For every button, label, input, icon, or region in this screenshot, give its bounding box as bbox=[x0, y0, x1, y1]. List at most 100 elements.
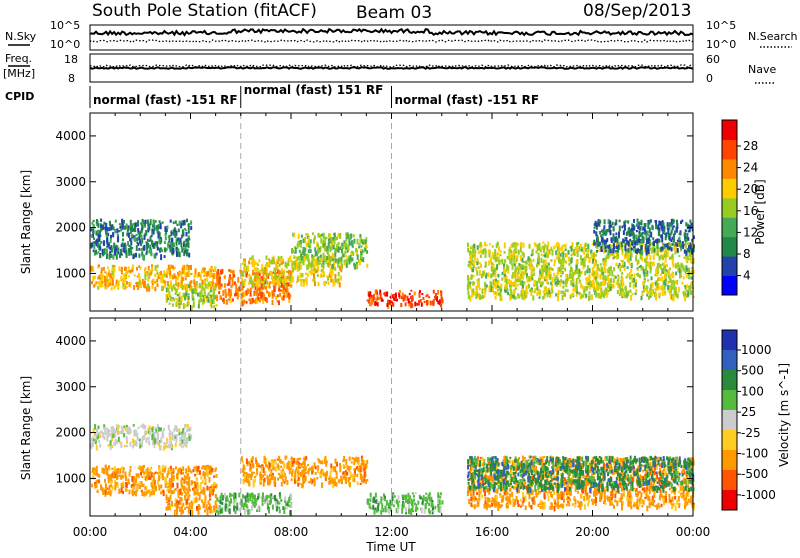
heatmap-cell bbox=[117, 430, 119, 434]
heatmap-cell bbox=[498, 257, 500, 260]
heatmap-cell bbox=[667, 228, 669, 234]
heatmap-cell bbox=[342, 254, 344, 257]
heatmap-cell bbox=[138, 473, 140, 478]
heatmap-cell bbox=[333, 245, 335, 250]
heatmap-cell bbox=[333, 466, 335, 468]
heatmap-cell bbox=[117, 234, 119, 236]
heatmap-cell bbox=[578, 274, 580, 279]
heatmap-cell bbox=[480, 242, 482, 246]
heatmap-cell bbox=[117, 252, 119, 254]
heatmap-cell bbox=[660, 274, 662, 276]
heatmap-cell bbox=[274, 481, 276, 486]
heatmap-cell bbox=[361, 463, 363, 469]
heatmap-cell bbox=[116, 475, 118, 480]
heatmap-cell bbox=[150, 491, 152, 495]
heatmap-cell bbox=[98, 440, 100, 443]
heatmap-cell bbox=[656, 283, 658, 288]
heatmap-cell bbox=[568, 257, 570, 262]
heatmap-cell bbox=[651, 276, 653, 280]
heatmap-cell bbox=[150, 219, 152, 221]
heatmap-cell bbox=[255, 286, 257, 290]
heatmap-cell bbox=[171, 477, 173, 483]
heatmap-cell bbox=[638, 231, 640, 234]
heatmap-cell bbox=[94, 241, 96, 244]
heatmap-cell bbox=[520, 269, 522, 273]
heatmap-cell bbox=[565, 289, 567, 292]
heatmap-cell bbox=[533, 273, 535, 277]
heatmap-cell bbox=[654, 248, 656, 252]
heatmap-cell bbox=[136, 245, 138, 251]
heatmap-cell bbox=[210, 471, 212, 474]
heatmap-cell bbox=[300, 265, 302, 270]
heatmap-cell bbox=[592, 267, 594, 273]
heatmap-cell bbox=[121, 219, 123, 225]
heatmap-cell bbox=[603, 240, 605, 244]
heatmap-cell bbox=[678, 287, 680, 292]
heatmap-cell bbox=[173, 221, 175, 224]
heatmap-cell bbox=[141, 235, 143, 241]
heatmap-cell bbox=[562, 286, 564, 289]
heatmap-cell bbox=[655, 295, 657, 301]
heatmap-cell bbox=[165, 294, 167, 299]
heatmap-cell bbox=[277, 458, 279, 461]
heatmap-cell bbox=[176, 242, 178, 246]
heatmap-cell bbox=[629, 264, 631, 266]
heatmap-cell bbox=[254, 292, 256, 296]
heatmap-cell bbox=[332, 270, 334, 275]
heatmap-cell bbox=[645, 244, 647, 247]
heatmap-cell bbox=[610, 266, 612, 271]
heatmap-cell bbox=[299, 279, 301, 281]
heatmap-cell bbox=[268, 480, 270, 486]
heatmap-cell bbox=[421, 293, 423, 295]
heatmap-cell bbox=[474, 256, 476, 260]
heatmap-cell bbox=[196, 489, 198, 492]
heatmap-cell bbox=[399, 290, 401, 293]
heatmap-cell bbox=[317, 274, 319, 277]
heatmap-cell bbox=[156, 472, 158, 474]
heatmap-cell bbox=[363, 464, 365, 468]
heatmap-cell bbox=[128, 248, 130, 253]
heatmap-cell bbox=[638, 238, 640, 243]
heatmap-cell bbox=[174, 267, 176, 269]
heatmap-cell bbox=[497, 253, 499, 256]
heatmap-cell bbox=[179, 252, 181, 256]
heatmap-cell bbox=[660, 264, 662, 269]
heatmap-cell bbox=[513, 290, 515, 294]
heatmap-cell bbox=[166, 497, 168, 499]
heatmap-cell bbox=[112, 255, 114, 260]
heatmap-cell bbox=[128, 270, 130, 272]
heatmap-cell bbox=[173, 248, 175, 254]
heatmap-cell bbox=[175, 503, 177, 506]
heatmap-cell bbox=[115, 482, 117, 486]
heatmap-cell bbox=[204, 488, 206, 493]
heatmap-cell bbox=[635, 289, 637, 292]
heatmap-cell bbox=[263, 282, 265, 287]
heatmap-cell bbox=[299, 465, 301, 468]
heatmap-cell bbox=[256, 291, 258, 296]
heatmap-cell bbox=[176, 434, 178, 438]
heatmap-cell bbox=[292, 277, 294, 283]
heatmap-cell bbox=[616, 283, 618, 286]
heatmap-cell bbox=[591, 253, 593, 259]
heatmap-cell bbox=[148, 441, 150, 445]
heatmap-cell bbox=[136, 237, 138, 241]
heatmap-cell bbox=[250, 277, 252, 282]
heatmap-cell bbox=[688, 268, 690, 273]
heatmap-cell bbox=[96, 281, 98, 283]
heatmap-cell bbox=[220, 295, 222, 300]
heatmap-cell bbox=[181, 506, 183, 511]
heatmap-cell bbox=[246, 458, 248, 464]
heatmap-cell bbox=[244, 280, 246, 283]
heatmap-cell bbox=[336, 464, 338, 467]
heatmap-cell bbox=[279, 459, 281, 463]
heatmap-cell bbox=[135, 478, 137, 483]
heatmap-cell bbox=[186, 439, 188, 443]
heatmap-cell bbox=[93, 284, 95, 288]
heatmap-cell bbox=[141, 248, 143, 251]
heatmap-cell bbox=[336, 471, 338, 475]
heatmap-cell bbox=[608, 279, 610, 285]
heatmap-cell bbox=[184, 244, 186, 246]
heatmap-cell bbox=[557, 279, 559, 284]
heatmap-cell bbox=[175, 466, 177, 469]
heatmap-cell bbox=[131, 270, 133, 273]
